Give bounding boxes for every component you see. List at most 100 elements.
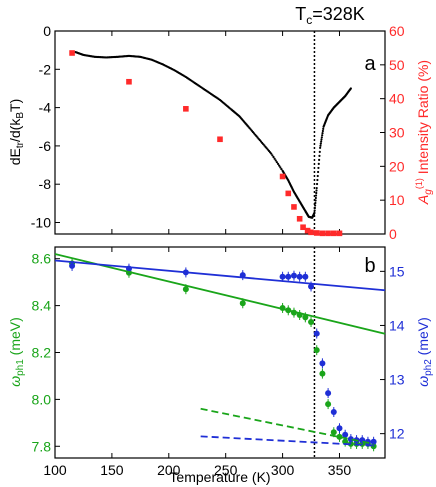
x-tick-label: 150 bbox=[100, 462, 124, 478]
panel-a-red-marker bbox=[325, 230, 331, 237]
panel-b-right-tick-label: 14 bbox=[389, 317, 405, 333]
panel-a-ylabel-left: dEtr/d(kBT) bbox=[7, 99, 26, 165]
panel-a-red-marker bbox=[296, 215, 303, 222]
x-tick-label: 100 bbox=[43, 462, 67, 478]
panel-b-blue-marker bbox=[69, 262, 76, 269]
panel-b-blue-marker bbox=[370, 438, 377, 445]
panel-a-black-point bbox=[319, 144, 322, 147]
panel-a-red-marker bbox=[285, 190, 292, 197]
panel-a-left-tick-label: -6 bbox=[39, 138, 52, 154]
panel-a-red-marker bbox=[69, 50, 75, 56]
panel-b-left-tick-label: 8.6 bbox=[32, 251, 52, 267]
panel-a-black-point bbox=[270, 152, 273, 155]
panel-a-black-point bbox=[316, 178, 319, 182]
panel-a-ylabel-right: Ag(1) Intensity Ratio (%) bbox=[414, 60, 434, 205]
panel-b-blue-marker bbox=[325, 390, 332, 397]
panel-a-red-marker bbox=[300, 224, 306, 231]
panel-a-left-tick-label: -2 bbox=[39, 61, 52, 77]
panel-a-left-tick-label: -10 bbox=[31, 215, 51, 231]
panel-a-black-point bbox=[322, 127, 325, 130]
title-sub: c bbox=[306, 13, 312, 27]
panel-a-left-tick-label: -8 bbox=[39, 176, 52, 192]
panel-b-green-dashed-line bbox=[200, 407, 374, 445]
panel-b-left-tick-label: 7.8 bbox=[32, 438, 52, 454]
panel-a-right-tick-label: 20 bbox=[389, 158, 405, 174]
panel-b-left-tick-label: 8.0 bbox=[32, 391, 52, 407]
critical-temperature-title: Tc=328K bbox=[295, 4, 365, 27]
panel-b-blue-dashed-line bbox=[200, 435, 374, 447]
panel-a: 0 -2 -4 -6 -8 -10 0 10 20 30 40 50 60 bbox=[31, 23, 405, 242]
panel-b-green-marker bbox=[308, 319, 315, 326]
panel-a-black-point bbox=[315, 189, 318, 192]
panel-a-black-point bbox=[313, 211, 316, 215]
panel-a-black-point bbox=[317, 166, 320, 170]
title-rest: =328K bbox=[312, 4, 365, 24]
panel-b-left-tick-label: 8.2 bbox=[32, 345, 52, 361]
panel-a-red-marker bbox=[319, 230, 326, 237]
panel-b-frame bbox=[54, 246, 386, 459]
panel-b: 7.8 8.0 8.2 8.4 8.6 12 13 14 15 100 150 200 250 300 35… bbox=[32, 247, 405, 478]
x-tick-label: 200 bbox=[157, 462, 181, 478]
panel-a-red-marker bbox=[304, 227, 311, 234]
panel-a-red-marker bbox=[217, 136, 223, 143]
panel-b-label: b bbox=[364, 255, 375, 277]
x-tick-label: 300 bbox=[271, 462, 295, 478]
panel-a-black-point bbox=[321, 134, 324, 137]
panel-a-black-point bbox=[314, 204, 317, 207]
panel-a-black-point bbox=[316, 170, 320, 174]
panel-a-label: a bbox=[364, 53, 376, 75]
panel-b-blue-marker bbox=[336, 425, 343, 432]
panel-a-black-point bbox=[314, 201, 317, 205]
panel-a-red-marker bbox=[308, 229, 314, 236]
panel-a-black-point bbox=[271, 154, 274, 157]
panel-a-black-point bbox=[321, 129, 324, 133]
panel-b-green-marker bbox=[302, 314, 309, 321]
panel-a-black-point bbox=[318, 150, 321, 153]
panel-a-black-point bbox=[313, 206, 317, 210]
panel-a-black-point bbox=[273, 157, 276, 160]
panel-a-black-point bbox=[349, 87, 352, 90]
panel-a-black-point bbox=[315, 182, 319, 186]
panel-b-green-marker bbox=[330, 429, 337, 436]
panel-a-left-tick-label: 0 bbox=[43, 23, 51, 39]
panel-b-blue-marker bbox=[319, 360, 326, 367]
panel-b-green-marker bbox=[313, 347, 320, 354]
panel-a-right-tick-label: 60 bbox=[389, 23, 405, 39]
panel-a-black-point bbox=[275, 161, 278, 164]
panel-b-left-tick-label: 8.4 bbox=[32, 298, 52, 314]
panel-a-black-point bbox=[278, 164, 281, 167]
panel-b-blue-marker bbox=[285, 273, 292, 280]
panel-a-red-marker bbox=[126, 78, 132, 85]
panel-b-ylabel-right: ωph2 (meV) bbox=[415, 317, 434, 387]
panel-a-black-point bbox=[318, 158, 321, 161]
panel-a-black-point bbox=[320, 138, 323, 141]
panel-b-blue-marker bbox=[308, 283, 315, 290]
panel-a-black-point bbox=[320, 136, 323, 139]
panel-b-blue-marker bbox=[290, 272, 297, 279]
panel-a-black-point bbox=[317, 162, 320, 166]
panel-a-right-tick-label: 10 bbox=[389, 192, 405, 208]
panel-b-green-marker bbox=[325, 401, 332, 408]
panel-a-black-point bbox=[318, 154, 321, 157]
panel-a-red-marker bbox=[330, 230, 337, 237]
panel-b-green-solid-line bbox=[54, 253, 386, 335]
panel-a-black-point bbox=[315, 191, 318, 195]
title-t: T bbox=[295, 4, 306, 24]
panel-a-black-point bbox=[272, 155, 275, 159]
panel-b-green-marker bbox=[319, 370, 326, 377]
panel-b-blue-marker bbox=[313, 330, 320, 337]
panel-b-blue-marker bbox=[342, 431, 349, 438]
panel-a-red-marker bbox=[291, 204, 297, 210]
panel-a-black-point bbox=[315, 186, 318, 190]
panel-a-black-point bbox=[274, 159, 277, 162]
panel-b-right-tick-label: 13 bbox=[389, 372, 405, 388]
panel-b-blue-marker bbox=[296, 273, 303, 280]
panel-b-green-marker bbox=[336, 433, 343, 440]
panel-a-frame bbox=[54, 30, 386, 235]
panel-b-blue-solid-line bbox=[54, 259, 386, 292]
panel-a-red-marker bbox=[313, 230, 320, 236]
panel-a-black-point bbox=[280, 167, 283, 171]
panel-a-red-marker bbox=[279, 173, 286, 180]
panel-a-right-tick-label: 30 bbox=[389, 125, 405, 141]
